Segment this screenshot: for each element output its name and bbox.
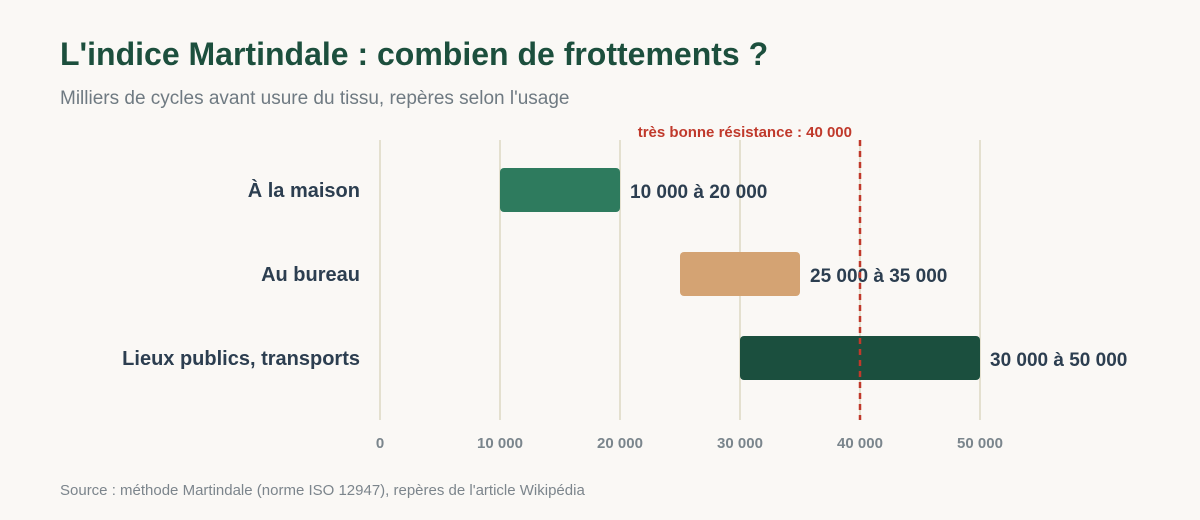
x-tick-label: 50 000 xyxy=(957,435,1003,452)
x-tick-label: 20 000 xyxy=(597,435,643,452)
chart-subtitle: Milliers de cycles avant usure du tissu,… xyxy=(60,88,570,109)
chart-title: L'indice Martindale : combien de frottem… xyxy=(60,36,769,72)
category-label: À la maison xyxy=(248,179,360,202)
category-label: Lieux publics, transports xyxy=(122,348,360,370)
source-note: Source : méthode Martindale (norme ISO 1… xyxy=(60,482,585,499)
x-tick-label: 30 000 xyxy=(717,435,763,452)
x-tick-label: 10 000 xyxy=(477,435,523,452)
x-tick-label: 40 000 xyxy=(837,435,883,452)
category-label: Au bureau xyxy=(261,264,360,286)
range-bar xyxy=(740,336,980,380)
reference-label: très bonne résistance : 40 000 xyxy=(638,124,852,141)
x-tick-label: 0 xyxy=(376,435,384,452)
range-bar xyxy=(680,252,800,296)
value-label: 25 000 à 35 000 xyxy=(810,266,947,287)
range-bar xyxy=(500,168,620,212)
value-label: 10 000 à 20 000 xyxy=(630,182,767,203)
value-label: 30 000 à 50 000 xyxy=(990,350,1127,371)
